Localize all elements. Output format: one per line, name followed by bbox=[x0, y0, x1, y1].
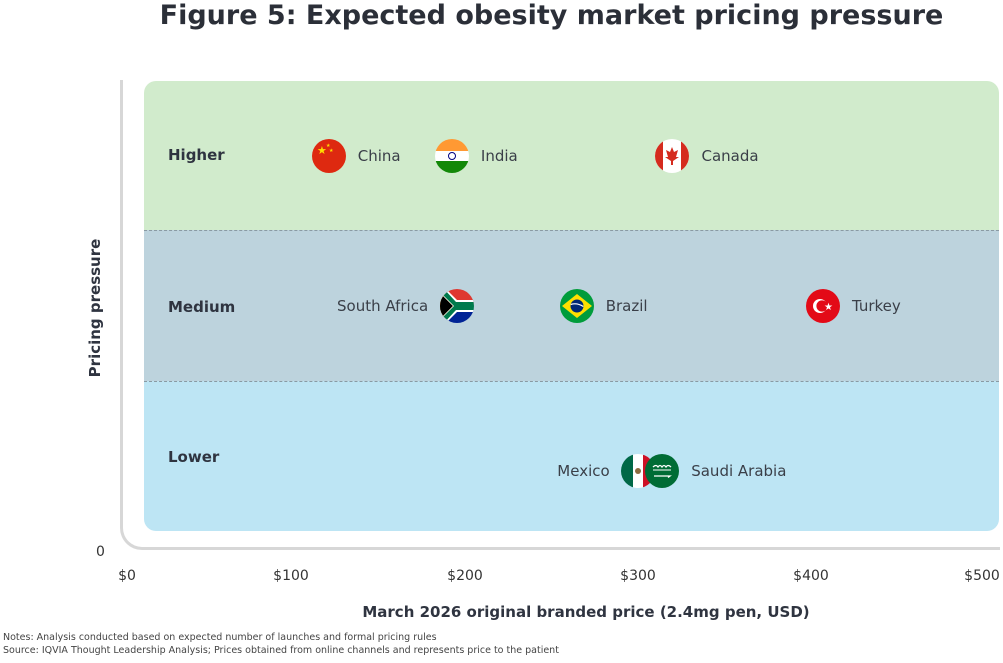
svg-text:★: ★ bbox=[317, 144, 327, 157]
band-label-medium: Medium bbox=[168, 298, 236, 316]
china-flag-icon: ★ ★ ★ bbox=[311, 139, 346, 173]
svg-text:★: ★ bbox=[326, 143, 331, 149]
svg-text:★: ★ bbox=[329, 148, 334, 154]
country-label: China bbox=[357, 147, 401, 165]
country-label: India bbox=[480, 147, 518, 165]
india-flag-icon bbox=[434, 139, 469, 173]
country-label: South Africa bbox=[337, 297, 429, 315]
source-text: Source: IQVIA Thought Leadership Analysi… bbox=[3, 645, 559, 656]
country-label: Saudi Arabia bbox=[691, 462, 787, 480]
svg-text:★: ★ bbox=[824, 302, 833, 313]
country-label: Turkey bbox=[851, 297, 901, 315]
x-axis-label: March 2026 original branded price (2.4mg… bbox=[362, 603, 810, 621]
canada-flag-icon bbox=[655, 139, 690, 173]
y-axis-label: Pricing pressure bbox=[86, 238, 104, 378]
notes-text: Notes: Analysis conducted based on expec… bbox=[3, 632, 437, 643]
country-label: Canada bbox=[701, 147, 759, 165]
brazil-flag-icon bbox=[559, 289, 594, 323]
turkey-flag-icon: ★ bbox=[805, 289, 840, 323]
band-higher bbox=[144, 81, 999, 230]
x-tick-label: $200 bbox=[447, 568, 483, 584]
axis-frame bbox=[120, 80, 1000, 550]
x-tick-label: $500 bbox=[964, 568, 1000, 584]
south-africa-flag-icon bbox=[440, 289, 475, 323]
x-tick-label: $100 bbox=[273, 568, 309, 584]
band-label-higher: Higher bbox=[168, 146, 225, 164]
country-label: Mexico bbox=[557, 462, 610, 480]
x-tick-label: $400 bbox=[793, 568, 829, 584]
country-label: Brazil bbox=[605, 297, 648, 315]
x-tick-label: $300 bbox=[620, 568, 656, 584]
x-tick-label: $0 bbox=[118, 568, 136, 584]
y-origin-label: 0 bbox=[96, 544, 105, 560]
saudi-arabia-flag-icon bbox=[645, 454, 680, 488]
band-divider bbox=[144, 381, 999, 382]
chart-title: Figure 5: Expected obesity market pricin… bbox=[159, 0, 944, 31]
band-lower bbox=[144, 381, 999, 531]
band-divider bbox=[144, 230, 999, 231]
band-label-lower: Lower bbox=[168, 448, 220, 466]
